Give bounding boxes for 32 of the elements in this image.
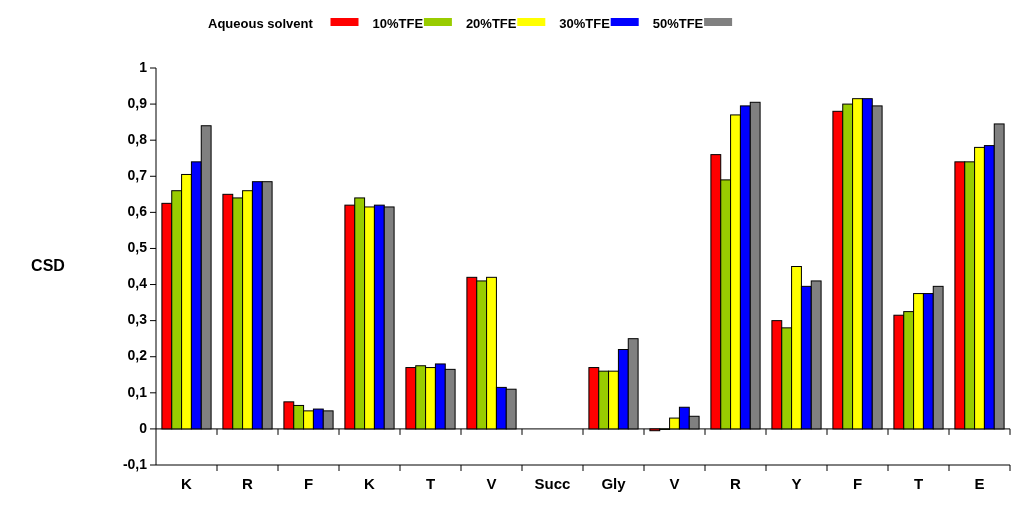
y-tick-label: 0,8: [127, 130, 148, 147]
y-tick-label: 0,9: [127, 94, 148, 111]
y-axis-title: CSD: [31, 256, 65, 274]
x-tick-label: F: [852, 475, 863, 492]
x-tick-label: V: [669, 475, 680, 492]
y-tick-label: -0,1: [122, 455, 148, 472]
x-tick-label: Succ: [534, 475, 571, 492]
legend-label: 50%TFE: [652, 16, 704, 31]
x-tick-label: Y: [791, 475, 802, 492]
legend-label: 20%TFE: [465, 16, 517, 31]
x-tick-label: K: [364, 475, 376, 492]
y-tick-label: 0,7: [127, 166, 148, 183]
x-tick-label: R: [730, 475, 742, 492]
y-tick-label: 0: [139, 419, 148, 436]
x-tick-label: V: [486, 475, 497, 492]
x-tick-label: E: [974, 475, 985, 492]
x-tick-label: R: [242, 475, 254, 492]
x-tick-label: T: [425, 475, 436, 492]
x-tick-label: Gly: [601, 475, 627, 492]
y-tick-label: 1: [139, 58, 148, 75]
y-tick-label: 0,1: [127, 383, 148, 400]
y-tick-label: 0,4: [127, 275, 148, 292]
legend-label: Aqueous solvent: [208, 16, 314, 31]
x-tick-label: F: [303, 475, 314, 492]
y-tick-label: 0,6: [127, 203, 148, 220]
legend-label: 10%TFE: [372, 16, 424, 31]
x-tick-label: T: [913, 475, 924, 492]
y-tick-label: 0,2: [127, 347, 148, 364]
x-tick-label: K: [181, 475, 193, 492]
legend-label: 30%TFE: [559, 16, 611, 31]
y-tick-label: 0,3: [127, 311, 148, 328]
y-tick-label: 0,5: [127, 239, 148, 256]
